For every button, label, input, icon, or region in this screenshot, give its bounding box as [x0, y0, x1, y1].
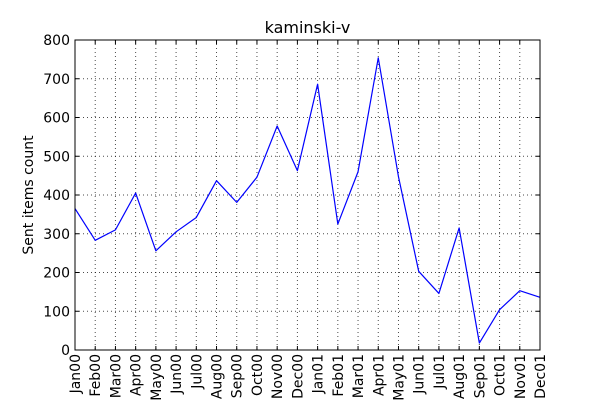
x-tick-label: May01: [391, 354, 407, 400]
x-axis-tick-labels: Jan00 Feb00 Mar00 Apr00 May00 Jun00 Jul00 Aug00…: [68, 354, 549, 400]
x-tick-label: Feb01: [331, 354, 347, 397]
x-tick-label: Apr01: [371, 354, 387, 396]
y-axis-label: Sent items count: [21, 135, 37, 255]
series-line: [74, 57, 541, 344]
x-tick-label: Aug00: [210, 354, 226, 399]
x-tick-label: Dec01: [533, 354, 549, 399]
y-tick-label: 600: [43, 111, 70, 127]
x-tick-label: Mar00: [108, 354, 124, 398]
axis-ticks: [74, 39, 541, 351]
y-tick-label: 0: [61, 343, 70, 359]
x-tick-label: Jun00: [169, 354, 185, 395]
x-tick-label: Sep00: [230, 354, 246, 398]
grid-lines: [75, 40, 540, 350]
y-tick-label: 200: [43, 266, 70, 282]
y-tick-label: 700: [43, 72, 70, 88]
x-tick-label: Oct00: [250, 354, 266, 396]
chart-title: kaminski-v: [265, 18, 351, 37]
x-tick-label: Feb00: [88, 354, 104, 397]
x-tick-label: Sep01: [472, 354, 488, 398]
x-tick-label: Jul01: [432, 354, 448, 390]
y-axis-tick-labels: 0 100 200 300 400 500 600 700 800: [43, 33, 70, 359]
x-tick-label: Nov00: [270, 354, 286, 399]
y-tick-label: 300: [43, 227, 70, 243]
x-tick-label: Aug01: [452, 354, 468, 399]
y-tick-label: 500: [43, 149, 70, 165]
x-tick-label: Apr00: [129, 354, 145, 396]
y-tick-label: 400: [43, 188, 70, 204]
y-tick-label: 100: [43, 304, 70, 320]
x-tick-label: Jan00: [68, 354, 84, 394]
x-tick-label: Dec00: [290, 354, 306, 399]
x-tick-label: Mar01: [351, 354, 367, 398]
x-tick-label: Jun01: [412, 354, 428, 395]
x-tick-label: Oct01: [493, 354, 509, 396]
x-tick-label: Jan01: [311, 354, 327, 394]
x-tick-label: Nov01: [513, 354, 529, 399]
y-tick-label: 800: [43, 33, 70, 49]
x-tick-label: Jul00: [189, 354, 205, 390]
x-tick-label: May00: [149, 354, 165, 400]
